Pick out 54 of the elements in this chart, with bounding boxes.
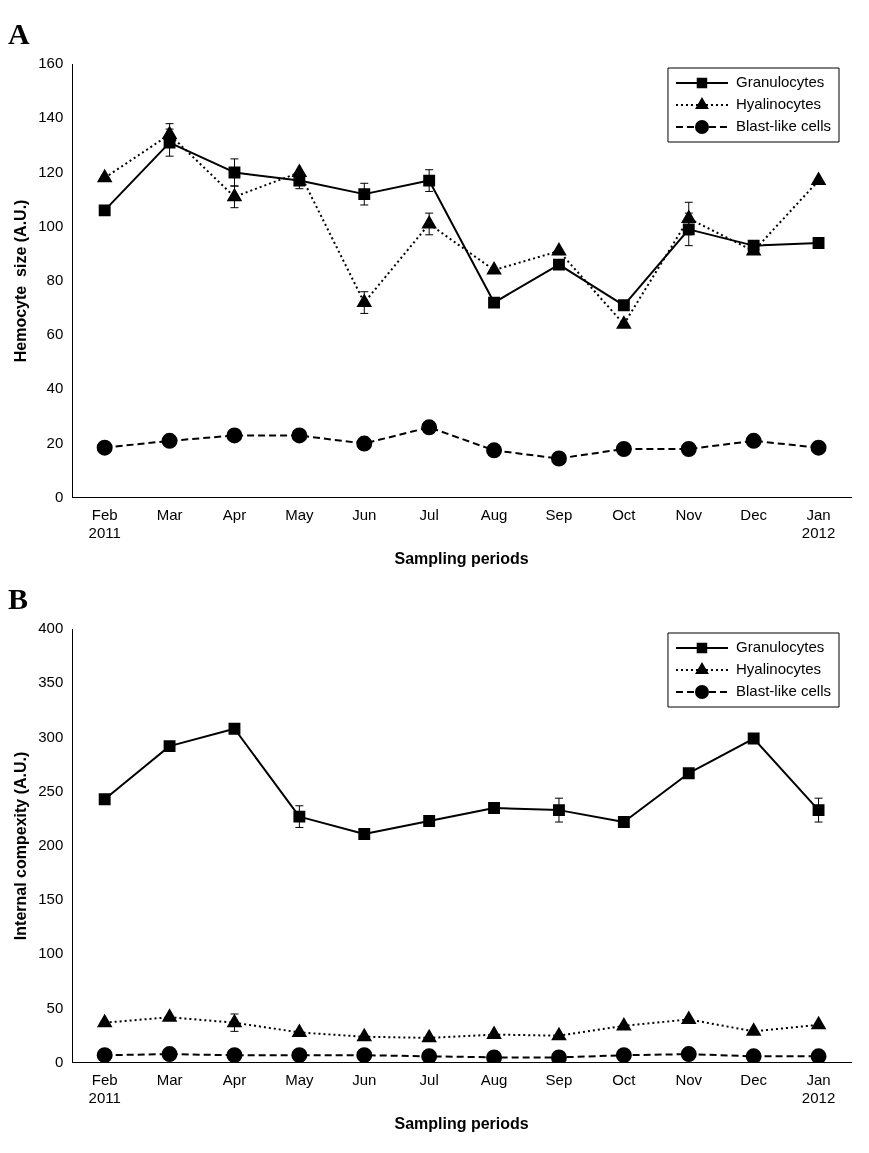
legend-label: Hyalinocytes — [735, 95, 822, 113]
y-tick-label: 400 — [38, 619, 64, 637]
y-axis-title: Internal compexity (A.U.) — [12, 751, 30, 941]
x-tick-label: Jul — [419, 1070, 439, 1088]
y-tick-label: 150 — [38, 890, 64, 908]
y-tick-label: 160 — [38, 54, 64, 72]
y-tick-label: 200 — [38, 836, 64, 854]
x-tick-label: Feb 2011 — [88, 1070, 121, 1106]
y-tick-label: 140 — [38, 108, 64, 126]
x-tick-label: Aug — [480, 505, 508, 523]
x-tick-label: May — [285, 1070, 315, 1088]
x-tick-label: Apr — [222, 1070, 247, 1088]
legend-label: Granulocytes — [735, 638, 825, 656]
x-tick-label: Sep — [545, 1070, 573, 1088]
y-tick-label: 100 — [38, 216, 64, 234]
x-tick-label: Mar — [156, 505, 183, 523]
chart-title: B — [8, 581, 29, 615]
y-tick-label: 250 — [38, 781, 64, 799]
x-tick-label: Jan 2012 — [801, 1070, 836, 1106]
x-axis-title: Sampling periods — [394, 549, 529, 567]
y-tick-label: 80 — [46, 271, 64, 289]
legend-label: Granulocytes — [735, 73, 825, 91]
y-tick-label: 100 — [38, 944, 64, 962]
legend-label: Blast-like cells — [735, 682, 832, 700]
y-tick-label: 0 — [54, 487, 64, 505]
y-tick-label: 350 — [38, 673, 64, 691]
x-tick-label: Jun — [352, 505, 377, 523]
x-tick-label: Dec — [740, 1070, 768, 1088]
x-tick-label: Dec — [740, 505, 768, 523]
y-tick-label: 40 — [46, 379, 64, 397]
x-tick-label: Nov — [675, 1070, 703, 1088]
y-tick-label: 0 — [54, 1052, 64, 1070]
x-tick-label: Jul — [419, 505, 439, 523]
legend-label: Blast-like cells — [735, 117, 832, 135]
x-tick-label: Oct — [612, 505, 637, 523]
x-tick-label: Jan 2012 — [801, 505, 836, 541]
y-tick-label: 20 — [46, 433, 64, 451]
chart-title: A — [8, 16, 30, 50]
y-tick-label: 60 — [46, 325, 64, 343]
y-tick-label: 120 — [38, 162, 64, 180]
x-tick-label: Sep — [545, 505, 573, 523]
legend-label: Hyalinocytes — [735, 660, 822, 678]
x-tick-label: Jun — [352, 1070, 377, 1088]
x-tick-label: Oct — [612, 1070, 637, 1088]
x-axis-title: Sampling periods — [394, 1114, 529, 1132]
x-tick-label: Feb 2011 — [88, 505, 121, 541]
x-tick-label: Apr — [222, 505, 247, 523]
x-tick-label: Aug — [480, 1070, 508, 1088]
x-tick-label: May — [285, 505, 315, 523]
y-axis-title: Hemocyte size (A.U.) — [12, 199, 30, 363]
y-tick-label: 50 — [46, 998, 64, 1016]
x-tick-label: Mar — [156, 1070, 183, 1088]
y-tick-label: 300 — [38, 727, 64, 745]
x-tick-label: Nov — [675, 505, 703, 523]
